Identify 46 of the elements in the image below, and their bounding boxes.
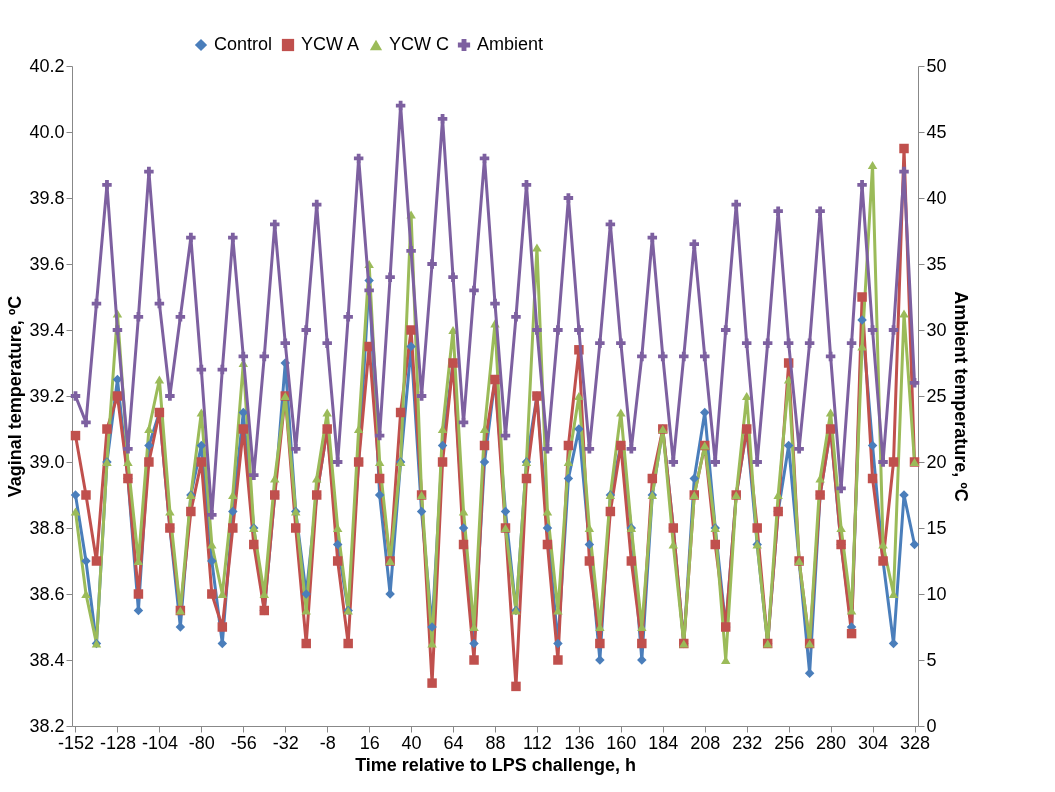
x-tick-label: 304 [858,732,889,753]
y-tick-label: 39.4 [29,319,65,340]
y-tick-label: 40.0 [29,121,65,142]
legend-label: Ambient [477,34,544,54]
x-tick-label: 112 [523,732,552,753]
y2-tick-label: 30 [926,319,947,340]
y-tick-label: 38.6 [29,583,65,604]
x-tick-label: -8 [319,732,336,753]
y-axis-title: Vaginal temperature, ºC [5,295,26,498]
x-tick-label: 160 [606,732,637,753]
y2-tick-label: 5 [926,649,937,670]
legend-label: Control [214,34,273,54]
x-tick-label: 16 [359,732,380,753]
y-tick-label: 39.2 [29,385,65,406]
y2-tick-label: 35 [926,253,947,274]
legend-label: YCW A [301,34,360,54]
y-tick-label: 38.8 [29,517,65,538]
x-tick-label: 256 [774,732,805,753]
x-tick-label: -56 [230,732,257,753]
y2-tick-label: 25 [926,385,947,406]
x-tick-label: -128 [99,732,136,753]
y-tick-label: 39.0 [29,451,65,472]
y2-tick-label: 20 [926,451,947,472]
x-tick-label: 88 [485,732,506,753]
x-tick-label: 280 [816,732,847,753]
x-tick-label: -104 [141,732,178,753]
y2-axis-title: Ambient temperature, ºC [950,291,971,502]
x-tick-label: 184 [648,732,679,753]
y-tick-label: 40.2 [29,55,65,76]
legend-label: YCW C [389,34,449,54]
x-tick-label: -32 [272,732,299,753]
x-tick-label: 40 [401,732,422,753]
y2-tick-label: 40 [926,187,947,208]
x-tick-label: 232 [732,732,763,753]
y-tick-label: 38.4 [29,649,65,670]
x-tick-label: 64 [443,732,464,753]
y2-tick-label: 45 [926,121,947,142]
y-tick-label: 39.6 [29,253,65,274]
x-tick-label: 208 [690,732,721,753]
x-tick-label: 136 [564,732,595,753]
y2-tick-label: 50 [926,55,947,76]
x-axis-title: Time relative to LPS challenge, h [355,754,636,775]
x-tick-label: -80 [188,732,215,753]
y-tick-label: 39.8 [29,187,65,208]
y2-tick-label: 10 [926,583,947,604]
y2-tick-label: 15 [926,517,947,538]
